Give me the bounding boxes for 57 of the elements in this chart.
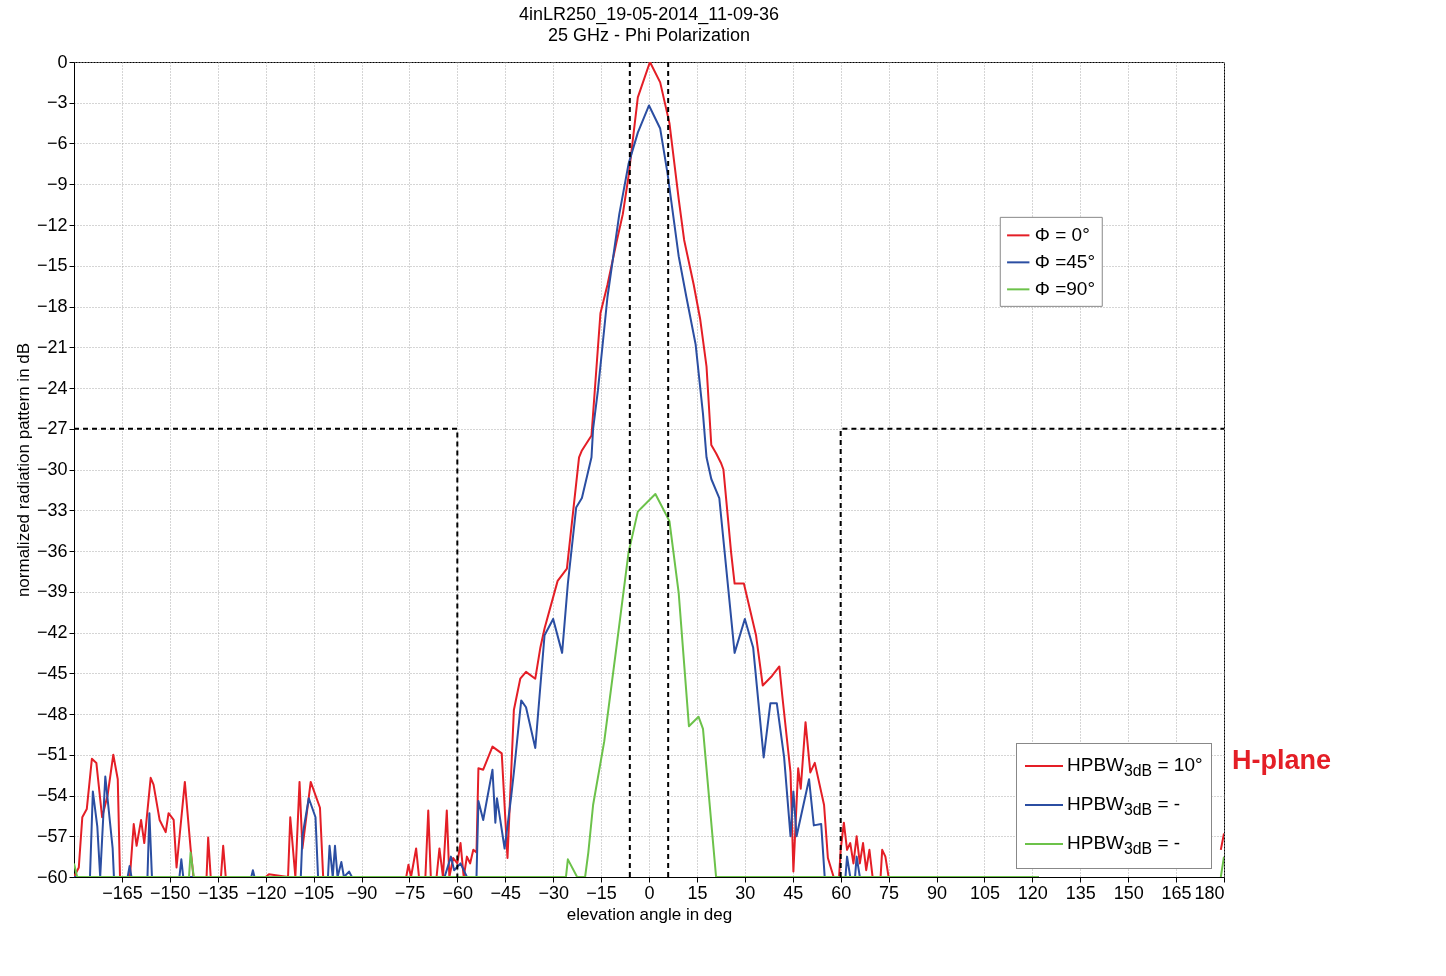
x-tick-label: −60: [442, 882, 474, 903]
legend-box: HPBW$_{3dB}$ = 10° HPBW$_{3dB}$ = - HPBW$_{3dB}$ = -: [1016, 743, 1212, 870]
x-axis-title: elevation angle in deg: [566, 904, 733, 924]
x-tick-label: −120: [245, 882, 287, 903]
x-tick-label: −30: [538, 882, 569, 903]
y-tick-label: −51: [36, 744, 68, 765]
y-tick-label: −57: [36, 825, 68, 846]
text: H-plane: [1232, 745, 1332, 776]
y-tick-label: −30: [36, 459, 68, 479]
x-tick-label: 75: [879, 882, 900, 903]
x-tick-label: 105: [969, 882, 1000, 903]
x-tick-label: −165: [102, 882, 143, 903]
x-tick-label: −15: [586, 882, 617, 903]
y-tick-label: −54: [36, 785, 68, 805]
x-tick-label: 180: [1194, 882, 1225, 903]
x-tick-label: −75: [394, 882, 426, 903]
legend-label: Φ =90°: [1034, 278, 1096, 300]
legend-label: Φ =45°: [1034, 251, 1096, 273]
x-tick-label: 150: [1113, 882, 1144, 903]
chart-title: 4inLR250_19-05-2014_11-09-36: [519, 4, 779, 25]
y-tick-label: −12: [36, 214, 68, 235]
y-tick-label: −3: [46, 92, 68, 113]
x-tick-label: 0: [644, 882, 655, 903]
x-tick-label: 165: [1161, 882, 1192, 903]
x-tick-label: 135: [1065, 882, 1096, 903]
y-tick-label: −36: [36, 540, 68, 561]
y-tick-label: −21: [36, 336, 68, 357]
y-tick-label: −60: [36, 866, 68, 887]
y-tick-label: 0: [57, 51, 68, 72]
x-tick-label: −150: [150, 882, 191, 903]
y-tick-label: −42: [36, 622, 68, 642]
annotation: HPBW$_{3dB}$ = 10°: [1067, 754, 1203, 779]
y-axis-title: normalized radiation pattern in dB: [13, 342, 33, 598]
y-tick-label: −18: [36, 296, 68, 316]
legend-label: Φ = 0°: [1034, 224, 1090, 246]
x-tick-label: −45: [490, 882, 522, 903]
y-tick-label: −6: [46, 133, 68, 153]
annotation: HPBW$_{3dB}$ = -: [1067, 831, 1181, 857]
y-tick-label: −27: [36, 418, 68, 439]
x-tick-label: 120: [1017, 882, 1048, 903]
x-tick-label: 30: [735, 882, 756, 903]
annotation: HPBW$_{3dB}$ = -: [1067, 792, 1181, 818]
x-tick-label: 15: [687, 882, 708, 903]
y-tick-label: −48: [36, 703, 68, 724]
y-tick-label: −45: [36, 662, 68, 683]
x-tick-label: 45: [783, 882, 804, 903]
y-tick-label: −15: [36, 255, 68, 276]
y-tick-label: −9: [46, 173, 68, 194]
x-tick-label: −90: [346, 882, 378, 903]
y-tick-label: −24: [36, 377, 68, 398]
x-tick-label: 90: [926, 882, 948, 903]
x-tick-label: −105: [293, 882, 335, 903]
chart-subtitle: 25 GHz - Phi Polarization: [547, 25, 751, 45]
y-tick-label: −33: [36, 499, 68, 520]
x-tick-label: 60: [831, 882, 852, 903]
x-tick-label: −135: [197, 882, 239, 903]
y-tick-label: −39: [36, 581, 68, 602]
